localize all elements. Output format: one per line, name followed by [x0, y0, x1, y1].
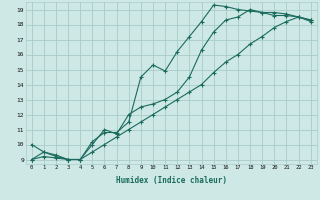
X-axis label: Humidex (Indice chaleur): Humidex (Indice chaleur): [116, 176, 227, 185]
